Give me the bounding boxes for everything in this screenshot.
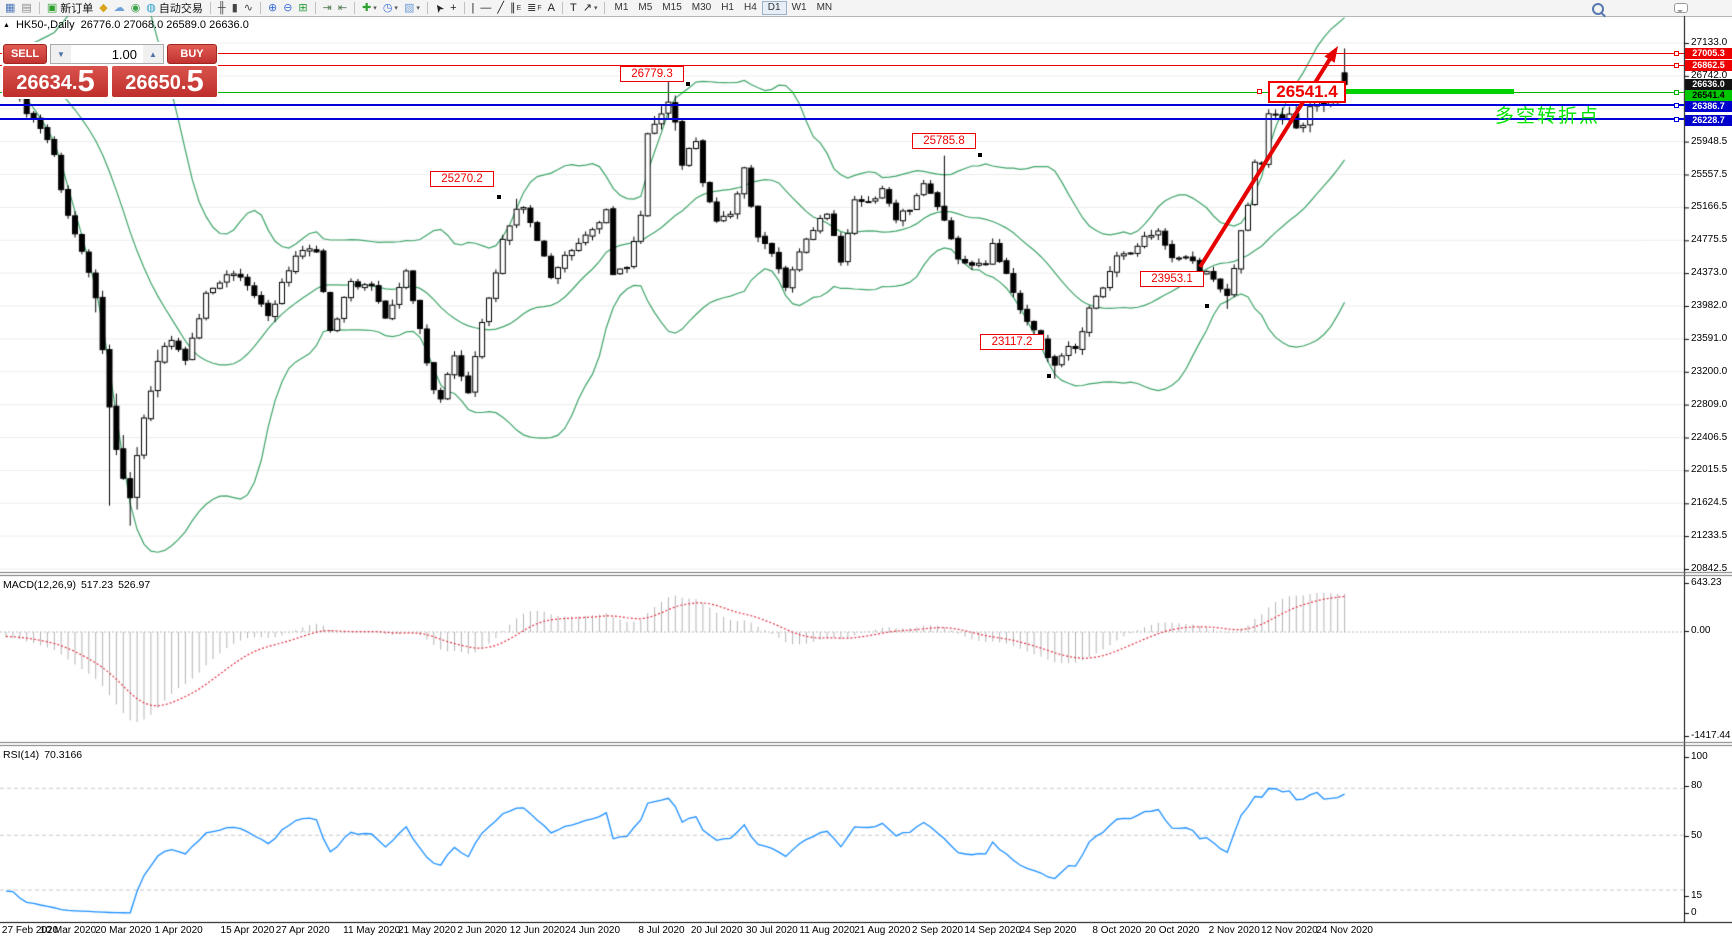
volume-input[interactable]: 1.00 [111,46,137,62]
price-annotation-label[interactable]: 25785.8 [912,133,976,149]
sell-price-main: 26634. [16,72,78,94]
sell-price-display[interactable]: 26634. 5 [3,63,108,98]
buy-price-main: 26650. [125,72,187,94]
price-annotation-label[interactable]: 23117.2 [980,334,1044,350]
volume-control: ▼ 1.00 ▲ [50,44,164,64]
volume-decrease-button[interactable]: ▼ [51,45,71,63]
volume-increase-button[interactable]: ▲ [143,45,163,63]
sell-price-pip: 5 [77,63,95,98]
ohlc-values: 26776.0 27068.0 26589.0 26636.0 [80,19,249,31]
collapse-marker-icon[interactable]: ▲ [3,21,10,29]
price-annotation-label[interactable]: 25270.2 [430,171,494,187]
buy-price-display[interactable]: 26650. 5 [112,63,217,98]
price-annotation-label[interactable]: 26541.4 [1268,81,1346,103]
rsi-name: RSI(14) [3,749,40,761]
rsi-header: RSI(14) 70.3166 [3,749,82,761]
cn-annotation-text[interactable]: 多空转折点 [1495,106,1601,127]
rsi-value: 70.3166 [44,749,83,761]
macd-signal-value: 526.97 [118,579,151,591]
price-annotation-label[interactable]: 23953.1 [1140,271,1204,287]
symbol-period-label: HK50-,Daily [15,19,75,31]
macd-main-value: 517.23 [80,579,114,591]
price-annotation-label[interactable]: 26779.3 [620,66,684,82]
chart-title: ▲ HK50-,Daily 26776.0 27068.0 26589.0 26… [3,19,249,31]
sell-button[interactable]: SELL [3,44,47,64]
macd-name: MACD(12,26,9) [3,579,76,591]
buy-price-pip: 5 [186,63,204,98]
macd-header: MACD(12,26,9) 517.23 526.97 [3,579,150,591]
buy-button[interactable]: BUY [167,44,217,64]
